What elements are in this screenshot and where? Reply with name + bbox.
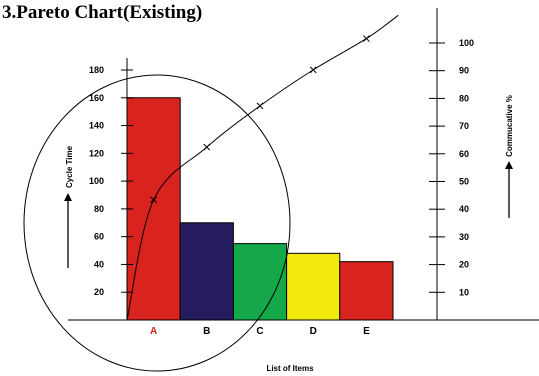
cumulative-line-group (126, 14, 399, 321)
cumulative-point-3 (256, 102, 264, 110)
cumulative-point-4 (309, 66, 317, 74)
y-axis-label-group: Cycle Time (64, 145, 74, 268)
y2-tick-label-40: 40 (459, 204, 469, 214)
y2-tick-label-30: 30 (459, 232, 469, 242)
y-tick-label-100: 100 (89, 176, 104, 186)
bar-e (339, 261, 394, 321)
category-label-a: A (150, 326, 157, 337)
category-label-b: B (203, 326, 210, 337)
annotation-ellipse (23, 74, 291, 372)
category-label-c: C (256, 326, 263, 337)
y2-tick-label-60: 60 (459, 149, 469, 159)
bar-b (179, 222, 234, 321)
category-labels: A B C D E (150, 326, 370, 337)
y-tick-label-80: 80 (94, 204, 104, 214)
y2-tick-label-50: 50 (459, 177, 469, 187)
y2-axis-label: Commucative % (505, 95, 514, 157)
axes-group (68, 8, 539, 321)
category-label-d: D (310, 326, 317, 337)
chart-title: 3.Pareto Chart(Existing) (2, 2, 202, 23)
left-axis-ticks: 20 40 60 80 100 120 140 160 180 (89, 65, 133, 297)
x-axis-label: List of Items (266, 364, 314, 373)
y-tick-label-20: 20 (94, 287, 104, 297)
y-axis-arrow-head (64, 193, 72, 201)
y-axis-label: Cycle Time (65, 145, 74, 188)
y2-tick-label-80: 80 (459, 93, 469, 103)
y2-tick-label-10: 10 (459, 287, 469, 297)
y-tick-label-40: 40 (94, 259, 104, 269)
annotation-group (23, 74, 291, 372)
y2-axis-arrow-head (505, 161, 513, 169)
y-tick-label-180: 180 (89, 65, 104, 75)
category-label-e: E (363, 326, 370, 337)
y2-tick-label-100: 100 (459, 38, 474, 48)
y-tick-label-120: 120 (89, 148, 104, 158)
y2-tick-label-20: 20 (459, 260, 469, 270)
cumulative-point-2 (203, 143, 211, 151)
y-tick-label-140: 140 (89, 121, 104, 131)
y-tick-label-60: 60 (94, 232, 104, 242)
bar-a (126, 97, 181, 321)
y-tick-label-160: 160 (89, 93, 104, 103)
cumulative-point-1 (150, 196, 157, 204)
bar-d (286, 252, 341, 321)
cumulative-point-5 (363, 35, 370, 42)
bar-group (126, 97, 394, 321)
y2-tick-label-70: 70 (459, 121, 469, 131)
right-axis-ticks: 10 20 30 40 50 60 70 80 90 100 (429, 38, 474, 297)
y2-tick-label-90: 90 (459, 66, 469, 76)
y2-axis-label-group: Commucative % (505, 95, 514, 218)
bar-c (232, 243, 288, 321)
